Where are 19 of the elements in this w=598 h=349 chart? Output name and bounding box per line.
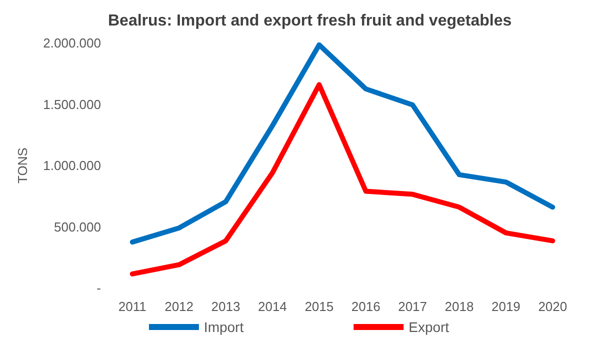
legend-label: Export bbox=[408, 319, 450, 335]
y-tick-label: 1.000.000 bbox=[43, 158, 101, 173]
x-tick-label: 2018 bbox=[444, 299, 474, 314]
y-tick-label: - bbox=[96, 280, 101, 296]
x-tick-label: 2012 bbox=[164, 299, 194, 314]
x-tick-label: 2014 bbox=[258, 299, 287, 314]
y-tick-label: 500.000 bbox=[54, 219, 101, 234]
x-tick-label: 2011 bbox=[118, 299, 146, 314]
x-tick-label: 2015 bbox=[304, 299, 334, 314]
x-tick-label: 2020 bbox=[538, 299, 568, 314]
chart-title: Bealrus: Import and export fresh fruit and vegetables bbox=[108, 12, 512, 30]
y-tick-label: 1.500.000 bbox=[43, 96, 101, 112]
y-axis-title: TONS bbox=[15, 147, 30, 184]
x-tick-label: 2017 bbox=[398, 299, 428, 314]
x-tick-label: 2019 bbox=[491, 299, 520, 314]
legend-label: Import bbox=[204, 319, 244, 335]
y-tick-label: 2.000.000 bbox=[43, 36, 101, 50]
x-tick-label: 2013 bbox=[211, 299, 240, 314]
x-tick-label: 2016 bbox=[351, 299, 380, 314]
